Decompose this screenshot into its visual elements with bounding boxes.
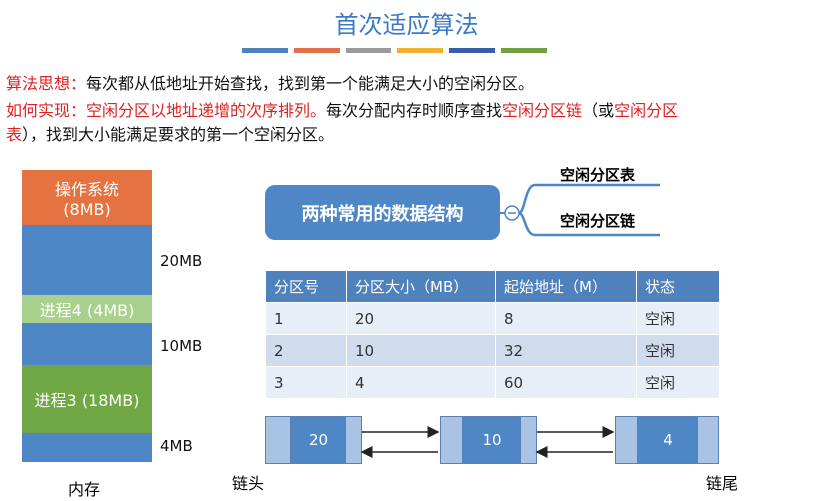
row: 2 10 32 空闲	[265, 334, 720, 367]
mindmap-center: 两种常用的数据结构	[265, 185, 500, 240]
size: (8MB)	[63, 200, 111, 219]
cell: 8	[495, 302, 637, 335]
header-cell: 起始地址（M）	[495, 270, 637, 303]
label: 算法思想：	[6, 74, 87, 93]
node-part	[265, 416, 292, 464]
size-label: 4MB	[160, 437, 193, 455]
text: ），找到大小能满足要求的第一个空闲分区。	[22, 125, 335, 144]
header-cell: 状态	[636, 270, 720, 303]
label: 如何实现：	[6, 101, 87, 120]
color-bars	[242, 48, 547, 53]
list-head: 链头	[232, 474, 265, 493]
partition-table: 分区号 分区大小（MB） 起始地址（M） 状态 1 20 8 空闲 2 10 32 空闲 3 4 60 空闲	[265, 270, 720, 399]
free-block	[22, 433, 152, 462]
size-label: 10MB	[160, 337, 203, 355]
node: 10	[462, 416, 522, 464]
title: 首次适应算法	[334, 11, 479, 39]
caption: 内存	[68, 480, 101, 499]
cell: 空闲	[636, 334, 720, 367]
header-row: 分区号 分区大小（MB） 起始地址（M） 状态	[265, 270, 720, 303]
text: 空闲分区链	[502, 101, 583, 120]
text: 空闲分区以地址递增的次序排列。	[86, 101, 327, 120]
node: 4	[637, 416, 699, 464]
cell: 空闲	[636, 366, 720, 399]
text: （或	[582, 101, 615, 120]
cell: 空闲	[636, 302, 720, 335]
node-part	[697, 416, 719, 464]
mindmap-branch: 空闲分区链	[560, 212, 636, 230]
process-block: 进程3 (18MB)	[22, 365, 152, 433]
process-block: 进程4 (4MB)	[22, 295, 152, 323]
mindmap-branch: 空闲分区表	[560, 166, 636, 184]
os-block: 操作系统 (8MB)	[22, 170, 152, 225]
row: 3 4 60 空闲	[265, 366, 720, 399]
header-cell: 分区号	[265, 270, 347, 303]
text: 每次分配内存时顺序查找	[326, 101, 503, 120]
cell: 32	[495, 334, 637, 367]
text: 空闲分区	[614, 101, 679, 120]
cell: 60	[495, 366, 637, 399]
cell: 20	[346, 302, 496, 335]
list-tail: 链尾	[706, 474, 739, 493]
free-block	[22, 323, 152, 365]
node-part	[345, 416, 362, 464]
row: 1 20 8 空闲	[265, 302, 720, 335]
header-cell: 分区大小（MB）	[346, 270, 496, 303]
text: 表	[6, 125, 23, 144]
impl-line: 表），找到大小能满足要求的第一个空闲分区。	[6, 121, 334, 145]
size-label: 20MB	[160, 252, 203, 270]
free-block	[22, 225, 152, 295]
idea-line: 算法思想：每次都从低地址开始查找，找到第一个能满足大小的空闲分区。	[6, 70, 534, 94]
cell: 1	[265, 302, 347, 335]
cell: 4	[346, 366, 496, 399]
text: 每次都从低地址开始查找，找到第一个能满足大小的空闲分区。	[86, 74, 535, 93]
impl-line: 如何实现：空闲分区以地址递增的次序排列。每次分配内存时顺序查找空闲分区链（或空闲…	[6, 97, 678, 121]
node-part	[520, 416, 537, 464]
mindmap-links	[500, 183, 660, 237]
label: 操作系统	[54, 180, 119, 199]
